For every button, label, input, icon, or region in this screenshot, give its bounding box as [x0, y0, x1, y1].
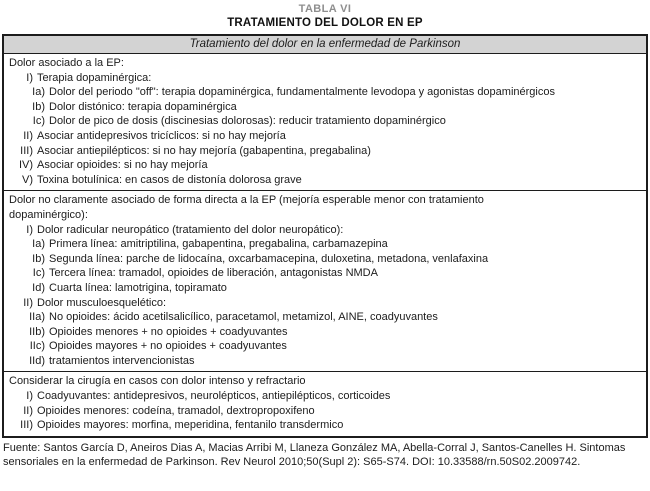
table-row: Ib) Dolor distónico: terapia dopaminérgic… — [9, 100, 642, 115]
row-text: Tercera línea: tramadol, opioides de lib… — [49, 267, 378, 280]
row-numeral: I) — [26, 390, 33, 403]
row-text: Dolor de pico de dosis (discinesias dolo… — [49, 115, 446, 128]
page-title: TRATAMIENTO DEL DOLOR EN EP — [227, 17, 423, 29]
row-text: Opioides menores: codeína, tramadol, dex… — [37, 404, 315, 417]
row-numeral: II) — [23, 129, 33, 142]
row-numeral: Ia) — [32, 238, 45, 251]
section-surgery-consideration: Considerar la cirugía en casos con dolor… — [4, 371, 646, 435]
table-row: I) Terapia dopaminérgica: — [9, 71, 642, 86]
row-text: Dolor musculoesquelético: — [37, 296, 167, 309]
source-citation: Fuente: Santos García D, Aneiros Dias A,… — [3, 441, 626, 468]
table-row: I) Coadyuvantes: antidepresivos, neurolép… — [9, 389, 642, 404]
row-text: Asociar opioides: si no hay mejoría — [37, 159, 208, 172]
table-row: Dolor no claramente asociado de forma di… — [9, 193, 642, 208]
row-text: Cuarta línea: lamotrigina, topiramato — [49, 281, 227, 294]
table-row: III) Asociar antiepilépticos: si no hay m… — [9, 144, 642, 159]
table-row: Dolor asociado a la EP: — [9, 56, 642, 71]
row-text: Dolor distónico: terapia dopaminérgica — [49, 100, 237, 113]
table-row: II) Opioides menores: codeína, tramadol, … — [9, 404, 642, 419]
row-text: Opioides menores + no opioides + coadyuv… — [49, 325, 288, 338]
row-text: No opioides: ácido acetilsalicílico, par… — [49, 311, 438, 324]
row-numeral: Ic) — [32, 267, 45, 280]
row-text: dopaminérgico): — [9, 208, 88, 221]
row-numeral: II) — [23, 404, 33, 417]
row-text: Dolor no claramente asociado de forma di… — [9, 194, 484, 207]
row-text: Asociar antiepilépticos: si no hay mejor… — [37, 144, 371, 157]
row-numeral: Ia) — [32, 86, 45, 99]
table-header: Tratamiento del dolor en la enfermedad d… — [4, 36, 646, 54]
row-text: Terapia dopaminérgica: — [37, 71, 152, 84]
title-block: TABLA VI TRATAMIENTO DEL DOLOR EN EP — [0, 0, 650, 30]
section-pain-associated-pd: Dolor asociado a la EP: I) Terapia dopamin… — [4, 54, 646, 190]
row-numeral: I) — [26, 71, 33, 84]
table-row: Ic) Dolor de pico de dosis (discinesias d… — [9, 114, 642, 129]
row-text: Dolor asociado a la EP: — [9, 57, 124, 69]
section-pain-not-associated-pd: Dolor no claramente asociado de forma di… — [4, 190, 646, 371]
table-row: IIa) No opioides: ácido acetilsalicílico,… — [9, 310, 642, 325]
table-row: V) Toxina botulínica: en casos de distoní… — [9, 173, 642, 188]
table-row: Ia) Primera línea: amitriptilina, gabapen… — [9, 237, 642, 252]
row-numeral: III) — [20, 419, 33, 432]
table-row: Ic) Tercera línea: tramadol, opioides de … — [9, 266, 642, 281]
row-text: Segunda línea: parche de lidocaína, oxca… — [49, 252, 489, 265]
treatment-table: Tratamiento del dolor en la enfermedad d… — [2, 34, 648, 438]
row-numeral: IIb) — [29, 325, 45, 338]
table-row: IV) Asociar opioides: si no hay mejoría — [9, 158, 642, 173]
table-row: IId) tratamientos intervencionistas — [9, 354, 642, 369]
row-text: Dolor radicular neuropático (tratamiento… — [37, 223, 344, 236]
table-row: II) Dolor musculoesquelético: — [9, 296, 642, 311]
row-text: Opioides mayores: morfina, meperidina, f… — [37, 419, 344, 432]
row-numeral: II) — [23, 296, 33, 309]
table-row: I) Dolor radicular neuropático (tratamien… — [9, 223, 642, 238]
row-numeral: I) — [26, 223, 33, 236]
table-row: IIc) Opioides mayores + no opioides + coa… — [9, 339, 642, 354]
row-text: Opioides mayores + no opioides + coadyuv… — [49, 340, 287, 353]
row-text: Coadyuvantes: antidepresivos, neurolépti… — [37, 390, 391, 403]
row-numeral: Ib) — [32, 252, 45, 265]
row-text: Considerar la cirugía en casos con dolor… — [9, 375, 306, 388]
table-row: Ia) Dolor del periodo "off": terapia dopa… — [9, 85, 642, 100]
row-text: Dolor del periodo "off": terapia dopamin… — [49, 86, 555, 99]
row-numeral: Ic) — [32, 115, 45, 128]
row-text: Primera línea: amitriptilina, gabapentin… — [49, 238, 388, 251]
row-text: Toxina botulínica: en casos de distonía … — [37, 173, 302, 186]
row-numeral: IIa) — [29, 311, 45, 324]
row-numeral: IV) — [18, 159, 33, 172]
row-numeral: IIc) — [29, 340, 45, 353]
row-numeral: IId) — [29, 354, 45, 367]
table-row: IIb) Opioides menores + no opioides + coa… — [9, 325, 642, 340]
table-row: dopaminérgico): — [9, 208, 642, 223]
table-row: Considerar la cirugía en casos con dolor… — [9, 374, 642, 389]
row-text: Asociar antidepresivos tricíclicos: si n… — [37, 129, 286, 142]
table-row: Id) Cuarta línea: lamotrigina, topiramato — [9, 281, 642, 296]
row-numeral: Id) — [32, 281, 45, 294]
row-text: tratamientos intervencionistas — [49, 354, 195, 367]
row-numeral: V) — [22, 173, 33, 186]
table-row: III) Opioides mayores: morfina, meperidin… — [9, 418, 642, 433]
row-numeral: III) — [20, 144, 33, 157]
row-numeral: Ib) — [32, 100, 45, 113]
table-row: II) Asociar antidepresivos tricíclicos: s… — [9, 129, 642, 144]
table-row: Ib) Segunda línea: parche de lidocaína, o… — [9, 252, 642, 267]
table-label: TABLA VI — [298, 3, 352, 15]
